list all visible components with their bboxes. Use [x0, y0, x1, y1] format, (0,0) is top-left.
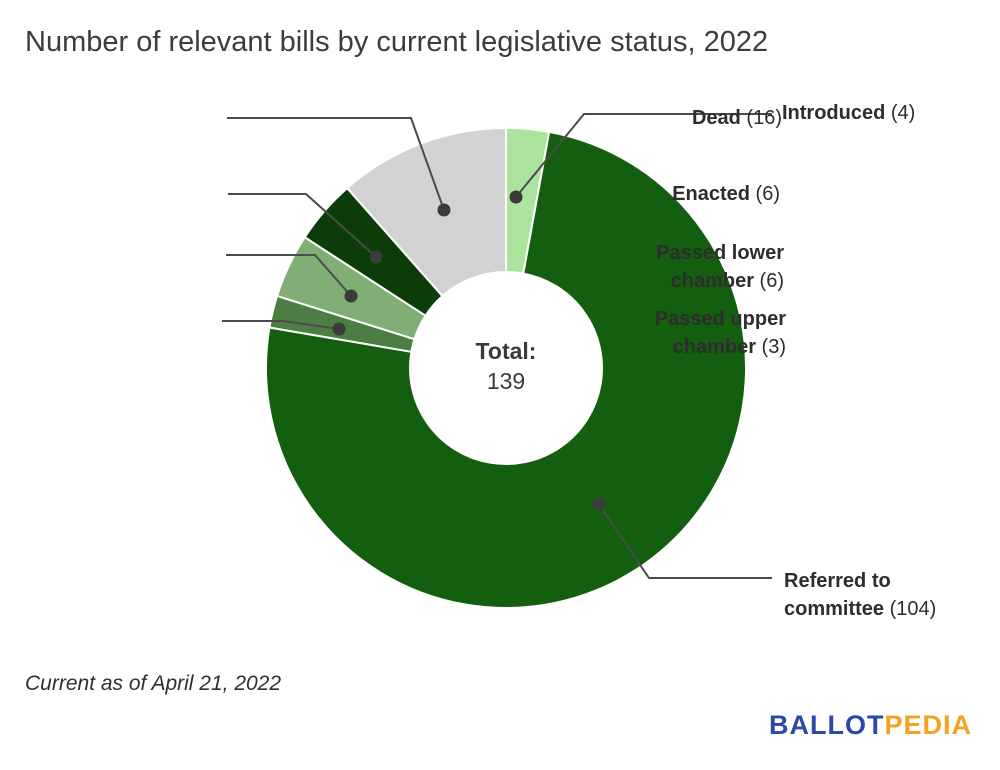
- total-value: 139: [486, 368, 526, 394]
- ballotpedia-logo: BALLOTPEDIA: [769, 710, 972, 741]
- label-name: Introduced: [782, 102, 886, 124]
- label-count: (16): [740, 107, 782, 129]
- leader-dot-introduced: [509, 190, 523, 204]
- label-name: Dead: [691, 107, 741, 129]
- leader-dot-passed-upper-chamber: [332, 322, 346, 336]
- leader-line-passed-upper-chamber: [222, 320, 340, 330]
- leader-dot-referred-to-committee: [592, 497, 606, 511]
- label-passed-lower-chamber: Passed lower chamber (6): [629, 239, 784, 295]
- donut-center-text: Total: 139: [406, 336, 606, 396]
- leader-line-dead: [227, 117, 445, 211]
- total-label: Total:: [475, 338, 537, 364]
- label-count: (4): [885, 102, 916, 124]
- leader-line-referred-to-committee: [598, 503, 772, 579]
- label-name: Passed upper chamber: [654, 308, 786, 358]
- slice-referred-to-committee: [265, 130, 747, 609]
- label-dead: Dead (16): [692, 104, 782, 132]
- chart-title: Number of relevant bills by current legi…: [25, 26, 769, 58]
- slice-dead: [346, 127, 507, 298]
- leader-dot-passed-lower-chamber: [344, 289, 358, 303]
- label-passed-upper-chamber: Passed upper chamber (3): [631, 305, 786, 361]
- label-count: (6): [750, 183, 780, 205]
- label-name: Passed lower chamber: [656, 242, 784, 292]
- leader-line-introduced: [515, 113, 772, 198]
- label-name: Referred to committee: [784, 570, 891, 620]
- leader-line-passed-lower-chamber: [226, 254, 352, 297]
- logo-ballot: BALLOT: [768, 710, 885, 740]
- footnote-current-as-of: Current as of April 21, 2022: [25, 672, 282, 695]
- leader-line-enacted: [228, 193, 377, 258]
- label-introduced: Introduced (4): [782, 99, 915, 127]
- label-name: Enacted: [672, 183, 750, 205]
- logo-pedia: PEDIA: [884, 710, 972, 740]
- leader-dot-dead: [437, 203, 451, 217]
- label-count: (104): [884, 598, 937, 620]
- leader-dot-enacted: [369, 250, 383, 264]
- label-referred-to-committee: Referred to committee (104): [784, 567, 979, 623]
- label-enacted: Enacted (6): [672, 180, 780, 208]
- label-count: (6): [754, 270, 784, 292]
- label-count: (3): [756, 336, 786, 358]
